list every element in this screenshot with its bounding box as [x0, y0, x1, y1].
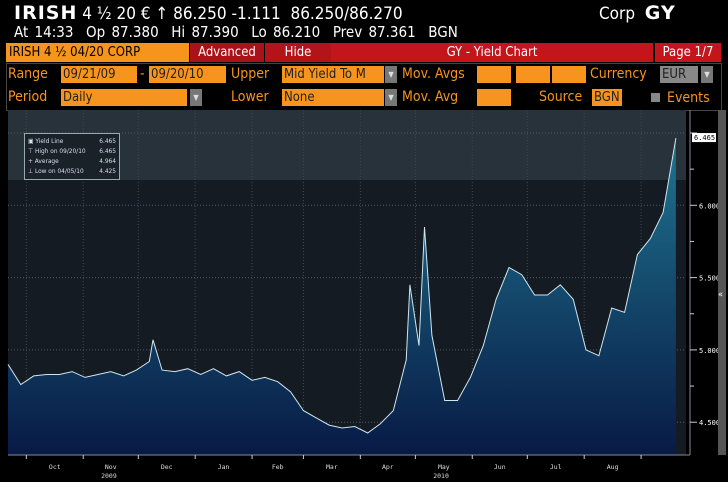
year-label: 2010 — [433, 472, 449, 480]
year-label: 2009 — [101, 472, 117, 480]
quote-line: IRISH 4 ½ 20 € ↑ 86.250 -1.111 86.250/86… — [14, 2, 675, 24]
chevron-down-icon[interactable]: ▼ — [190, 89, 202, 106]
currency-label: Currency — [590, 66, 647, 82]
legend-row-low: ⊥ Low on 04/05/10 4.425 — [28, 167, 116, 175]
plot-upper-band — [8, 110, 686, 180]
mov-avgs-label: Mov. Avgs — [402, 66, 465, 82]
events-label: Events — [667, 90, 710, 106]
range-separator: - — [140, 66, 145, 82]
chart-legend: ▣ Yield Line 6.465 ⊤ High on 09/20/10 6.46… — [24, 133, 120, 180]
last-value-badge — [692, 133, 716, 143]
bid-ask: 86.250/86.270 — [290, 4, 403, 24]
function-code: GY — [644, 2, 676, 24]
coupon: 4 ½ — [82, 4, 112, 24]
lower-label: Lower — [231, 89, 269, 105]
chart-title: GY - Yield Chart — [331, 43, 653, 62]
yield-chart: 4.500 5.000 5.500 6.000 6.465 Oct Nov Dec Jan Feb… — [7, 110, 720, 480]
yield-line — [7, 138, 677, 434]
upper-select[interactable]: Mid Yield To M — [282, 66, 384, 83]
maturity: 20 € — [116, 4, 151, 24]
collapse-icon[interactable]: « — [718, 290, 723, 300]
page-indicator[interactable]: Page 1/7 — [655, 43, 721, 62]
mov-avg-lower-input[interactable] — [477, 89, 511, 106]
low: Lo 86.210 — [251, 23, 321, 41]
range-start-input[interactable]: 09/21/09 — [61, 66, 137, 83]
x-tick-label: Nov — [105, 463, 117, 471]
y-tick-label: 5.500 — [699, 275, 720, 283]
y-tick-label: 5.000 — [699, 347, 720, 355]
x-tick-label: May — [438, 463, 450, 471]
mov-avg-3-input[interactable] — [552, 66, 586, 83]
prev: Prev 87.361 — [332, 23, 416, 41]
source-label: Source — [539, 89, 583, 105]
legend-row-high: ⊤ High on 09/20/10 6.465 — [28, 147, 116, 155]
source-input[interactable]: BGN — [592, 89, 622, 106]
y-tick-label: 4.500 — [699, 419, 720, 427]
x-tick-label: Mar — [326, 463, 338, 471]
lower-select[interactable]: None — [282, 89, 384, 106]
arrow-up-icon: ↑ — [155, 4, 169, 24]
range-end-input[interactable]: 09/20/10 — [149, 66, 226, 83]
open: Op 87.380 — [86, 23, 159, 41]
upper-label: Upper — [231, 66, 270, 82]
session-line: At 14:33 Op 87.380 Hi 87.390 Lo 86.210 P… — [14, 23, 458, 41]
change: -1.111 — [231, 4, 281, 24]
mov-avg-label: Mov. Avg — [402, 89, 459, 105]
scrollbar[interactable]: « — [718, 110, 726, 455]
period-select[interactable]: Daily — [61, 89, 187, 106]
yield-area — [8, 138, 676, 455]
y-tick-label: 6.000 — [699, 202, 720, 210]
time: At 14:33 — [14, 23, 74, 41]
x-tick-label: Feb — [272, 463, 284, 471]
high: Hi 87.390 — [171, 23, 239, 41]
source: BGN — [428, 23, 458, 41]
currency-select[interactable]: EUR — [660, 66, 698, 83]
range-label: Range — [8, 66, 48, 82]
hide-button[interactable]: Hide — [265, 43, 331, 62]
advanced-button[interactable]: Advanced — [190, 43, 264, 62]
market: Corp — [599, 4, 636, 24]
chevron-down-icon[interactable]: ▼ — [385, 89, 397, 106]
legend-row-average: + Average 4.964 — [28, 157, 116, 165]
mov-avg-1-input[interactable] — [477, 66, 511, 83]
last-value-label: 6.465 — [694, 134, 715, 142]
ticker: IRISH — [14, 2, 78, 24]
x-tick-label: Aug — [607, 463, 619, 471]
chevron-down-icon[interactable]: ▼ — [701, 66, 713, 83]
x-tick-label: Jun — [494, 463, 506, 471]
mov-avg-2-input[interactable] — [516, 66, 550, 83]
chevron-down-icon[interactable]: ▼ — [385, 66, 397, 83]
legend-row-yield-line: ▣ Yield Line 6.465 — [28, 137, 116, 145]
security-field[interactable]: IRISH 4 ½ 04/20 CORP — [6, 43, 189, 62]
price: 86.250 — [173, 4, 227, 24]
x-tick-label: Jul — [550, 463, 562, 471]
period-label: Period — [8, 89, 48, 105]
x-tick-label: Oct — [49, 463, 61, 471]
x-tick-label: Jan — [218, 463, 230, 471]
events-checkbox[interactable] — [651, 93, 660, 102]
x-tick-label: Apr — [382, 463, 394, 471]
x-tick-label: Dec — [161, 463, 173, 471]
